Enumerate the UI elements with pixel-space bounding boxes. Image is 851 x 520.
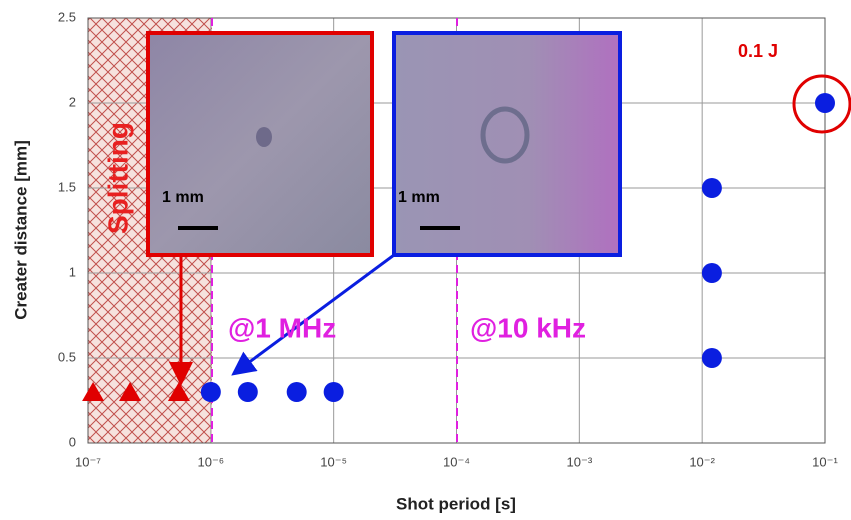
x-tick-label: 10⁻⁵ xyxy=(320,454,347,469)
x-tick-label: 10⁻¹ xyxy=(812,454,838,469)
y-tick-label: 2.5 xyxy=(58,9,76,24)
x-tick-label: 10⁻³ xyxy=(567,454,593,469)
crater xyxy=(256,127,272,147)
x-tick-label: 10⁻⁴ xyxy=(443,454,470,469)
x-axis-label: Shot period [s] xyxy=(396,494,516,513)
chart: 1 mm 1 mm Splitting @1 MHz @10 kHz 0.1 J… xyxy=(0,0,851,520)
mhz-label: @1 MHz xyxy=(228,312,336,343)
x-tick-label: 10⁻⁶ xyxy=(197,454,224,469)
splitting-label: Splitting xyxy=(102,122,133,234)
y-tick-label: 2 xyxy=(69,94,76,109)
scale-label: 1 mm xyxy=(162,189,204,206)
circle-point xyxy=(815,93,835,113)
y-axis-label: Creater distance [mm] xyxy=(11,140,30,320)
scale-label: 1 mm xyxy=(398,189,440,206)
inset-image-right xyxy=(394,33,620,255)
energy-label: 0.1 J xyxy=(738,41,778,61)
circle-point xyxy=(201,382,221,402)
y-tick-label: 1 xyxy=(69,264,76,279)
x-tick-label: 10⁻⁷ xyxy=(75,454,101,469)
circle-point xyxy=(702,348,722,368)
circle-point xyxy=(702,178,722,198)
x-tick-label: 10⁻² xyxy=(689,454,715,469)
circle-point xyxy=(238,382,258,402)
circle-point xyxy=(324,382,344,402)
circle-point xyxy=(287,382,307,402)
circle-point xyxy=(702,263,722,283)
y-tick-label: 0 xyxy=(69,434,76,449)
y-tick-label: 0.5 xyxy=(58,349,76,364)
y-tick-label: 1.5 xyxy=(58,179,76,194)
khz-label: @10 kHz xyxy=(470,312,586,343)
